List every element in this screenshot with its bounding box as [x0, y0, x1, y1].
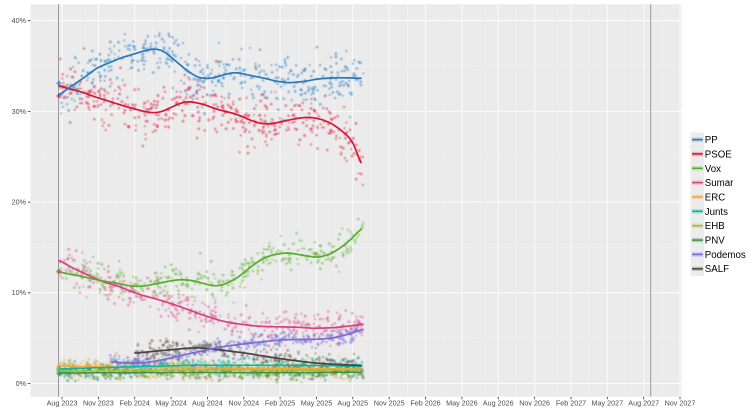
svg-text:May 2024: May 2024 [155, 399, 187, 408]
svg-text:May 2026: May 2026 [446, 399, 478, 408]
svg-text:40%: 40% [12, 16, 27, 25]
svg-text:Feb 2025: Feb 2025 [265, 399, 295, 408]
svg-text:Sumar: Sumar [705, 178, 734, 189]
svg-text:Nov 2026: Nov 2026 [519, 399, 550, 408]
svg-text:Feb 2024: Feb 2024 [120, 399, 150, 408]
svg-text:Nov 2027: Nov 2027 [665, 399, 696, 408]
svg-text:EHB: EHB [705, 221, 725, 232]
svg-text:0%: 0% [16, 379, 27, 388]
svg-text:May 2025: May 2025 [301, 399, 333, 408]
svg-text:ERC: ERC [705, 193, 725, 204]
svg-text:Feb 2027: Feb 2027 [556, 399, 586, 408]
svg-text:May 2027: May 2027 [592, 399, 624, 408]
svg-text:SALF: SALF [705, 264, 729, 275]
svg-text:PP: PP [705, 135, 718, 146]
svg-text:Vox: Vox [705, 164, 721, 175]
svg-text:10%: 10% [12, 288, 27, 297]
svg-text:Aug 2026: Aug 2026 [483, 399, 514, 408]
svg-text:30%: 30% [12, 107, 27, 116]
svg-text:PNV: PNV [705, 236, 725, 247]
svg-text:PSOE: PSOE [705, 149, 732, 160]
svg-text:Feb 2026: Feb 2026 [410, 399, 440, 408]
svg-text:Aug 2027: Aug 2027 [628, 399, 659, 408]
svg-text:Aug 2024: Aug 2024 [192, 399, 223, 408]
svg-text:Junts: Junts [705, 207, 728, 218]
svg-text:Aug 2023: Aug 2023 [47, 399, 78, 408]
svg-text:Aug 2025: Aug 2025 [337, 399, 368, 408]
svg-text:Nov 2025: Nov 2025 [374, 399, 405, 408]
svg-text:Nov 2024: Nov 2024 [228, 399, 259, 408]
svg-text:Podemos: Podemos [705, 250, 746, 261]
svg-text:20%: 20% [12, 198, 27, 207]
svg-text:Nov 2023: Nov 2023 [83, 399, 114, 408]
